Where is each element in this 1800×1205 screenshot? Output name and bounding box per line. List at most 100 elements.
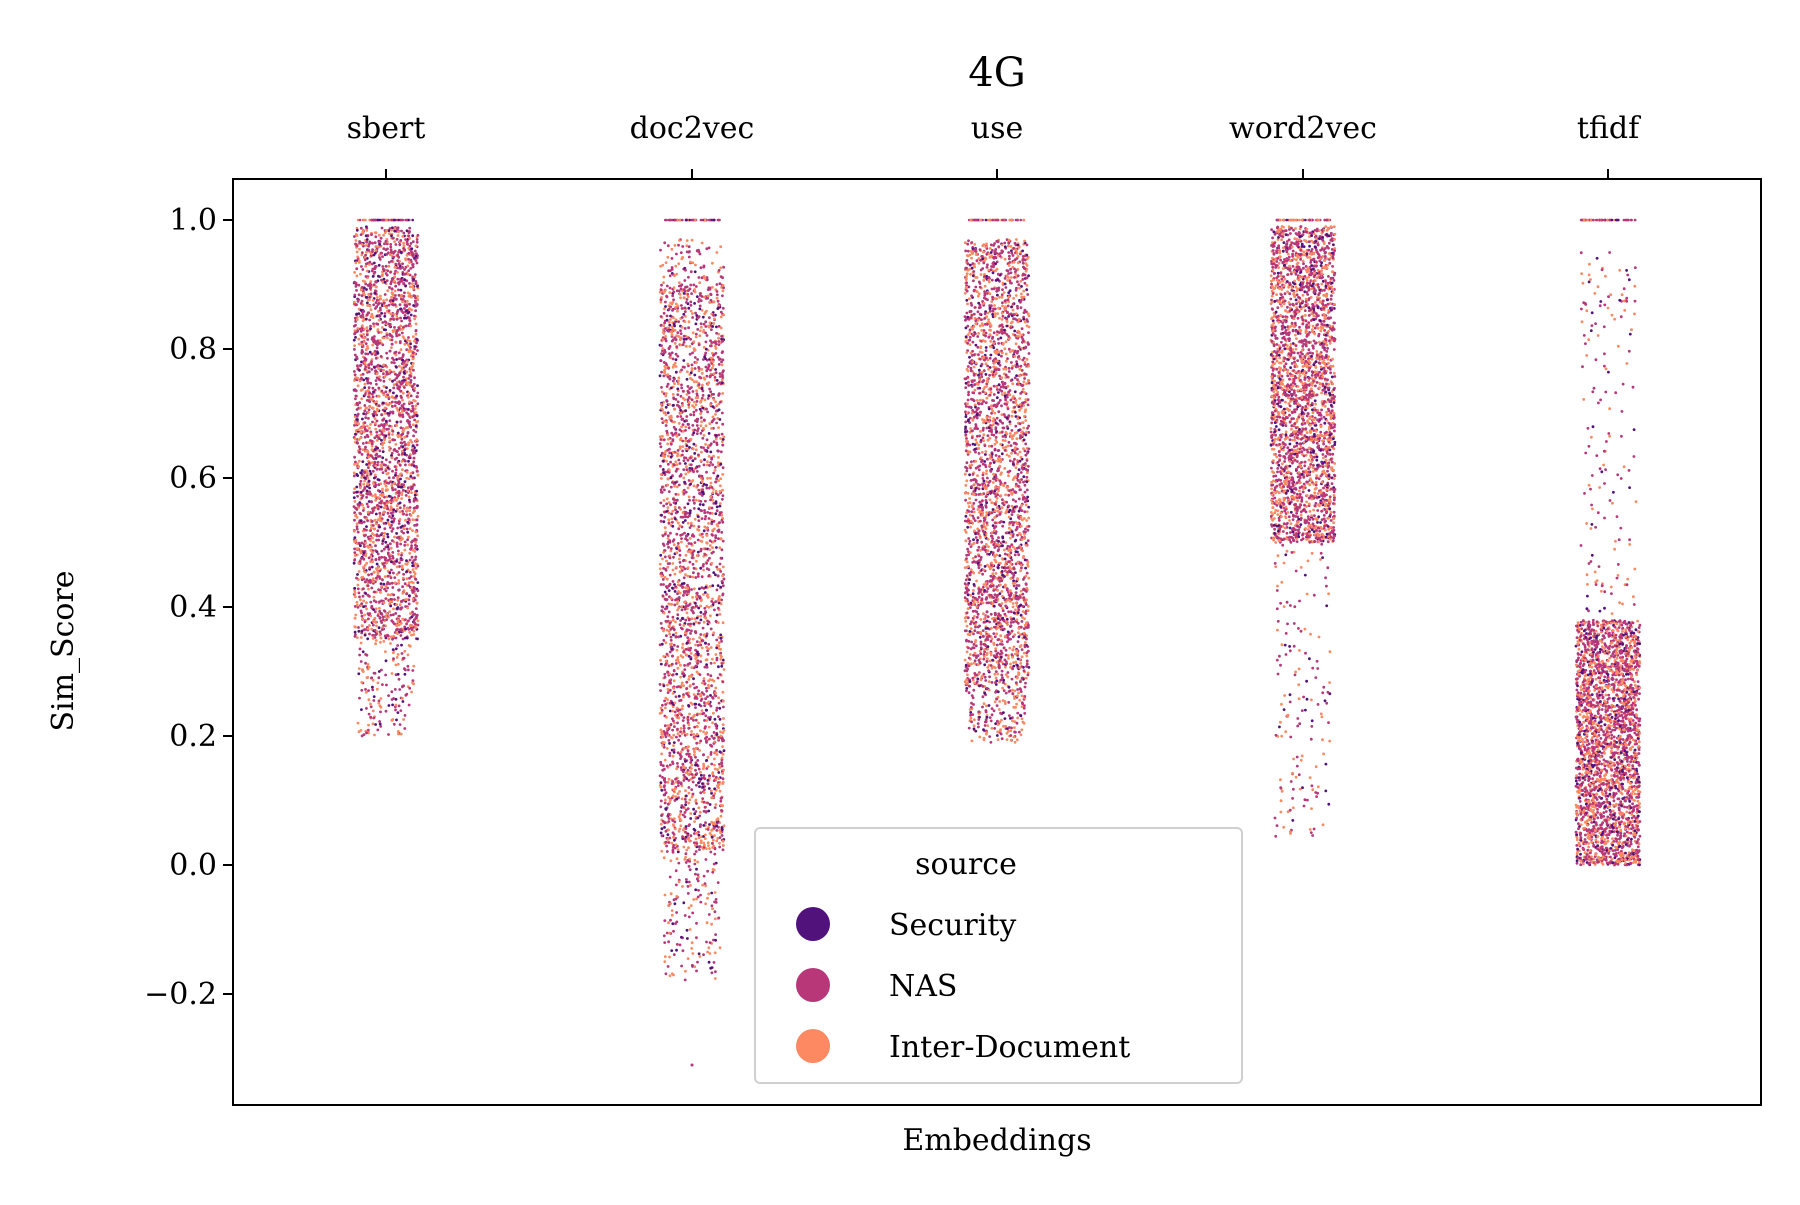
data-point <box>402 527 406 530</box>
data-point <box>391 330 395 334</box>
data-point <box>405 577 409 581</box>
data-point <box>354 432 357 436</box>
data-point <box>395 532 398 535</box>
data-point <box>701 503 705 507</box>
data-point <box>676 387 680 391</box>
data-point <box>364 244 368 247</box>
data-point <box>668 754 672 757</box>
data-point <box>394 443 398 446</box>
data-point <box>374 235 378 239</box>
data-point <box>663 590 667 594</box>
data-point <box>385 618 388 621</box>
data-point <box>398 603 402 607</box>
data-point <box>411 610 414 614</box>
data-point <box>665 510 668 513</box>
data-point <box>676 732 680 736</box>
data-point <box>374 245 378 249</box>
data-point <box>701 797 705 800</box>
data-point <box>393 289 397 293</box>
data-point <box>405 622 408 626</box>
data-point <box>684 429 687 432</box>
data-point <box>697 572 700 576</box>
data-point <box>366 544 369 548</box>
data-point <box>715 505 719 509</box>
data-point <box>404 238 407 241</box>
data-point <box>413 451 417 455</box>
data-point <box>684 618 688 622</box>
data-point <box>401 700 405 703</box>
data-point <box>408 551 412 555</box>
data-point <box>700 420 703 424</box>
data-point <box>382 247 386 251</box>
data-point <box>357 283 361 287</box>
data-point <box>377 263 381 267</box>
data-point <box>664 703 667 706</box>
data-point <box>387 303 391 307</box>
data-point <box>676 542 680 545</box>
data-point <box>371 316 375 319</box>
data-point <box>361 442 365 445</box>
data-point <box>353 635 357 638</box>
data-point <box>693 517 697 521</box>
data-point <box>712 322 716 325</box>
data-point <box>661 703 664 707</box>
data-point <box>392 593 396 597</box>
data-point <box>711 838 715 842</box>
data-point <box>697 703 701 706</box>
data-point <box>364 262 368 266</box>
data-point <box>719 647 723 651</box>
data-point <box>404 284 407 288</box>
data-point <box>355 274 359 278</box>
data-point <box>407 443 411 447</box>
data-point <box>397 535 401 539</box>
data-point <box>715 588 719 592</box>
data-point <box>409 346 412 349</box>
data-point <box>414 541 418 544</box>
data-point <box>367 579 371 583</box>
data-point <box>354 303 357 306</box>
data-point <box>376 681 380 685</box>
data-point <box>390 338 394 342</box>
data-point <box>379 725 383 728</box>
data-point <box>402 504 406 507</box>
data-point <box>676 666 680 670</box>
data-point <box>714 724 718 728</box>
data-point <box>714 465 717 469</box>
data-point <box>671 433 675 437</box>
data-point <box>352 389 356 392</box>
data-point <box>676 382 680 386</box>
data-point <box>399 538 402 542</box>
data-point <box>388 610 392 613</box>
data-point <box>697 525 701 529</box>
data-point <box>413 562 417 565</box>
data-point <box>412 497 416 501</box>
data-point <box>388 389 392 392</box>
data-point <box>356 255 359 259</box>
data-point <box>677 661 681 664</box>
data-point <box>716 567 720 571</box>
data-point <box>355 516 359 519</box>
data-point <box>385 252 389 256</box>
data-point <box>714 409 718 413</box>
data-point <box>675 672 679 676</box>
data-point <box>399 606 403 610</box>
data-point <box>398 341 402 345</box>
data-point <box>674 843 678 847</box>
data-point <box>704 732 708 736</box>
data-point <box>374 495 377 498</box>
data-point <box>701 315 705 319</box>
data-point <box>411 357 415 361</box>
data-point <box>677 712 681 715</box>
data-point <box>681 439 685 443</box>
data-point <box>661 485 664 489</box>
data-point <box>702 693 706 696</box>
data-point <box>670 419 673 422</box>
data-point <box>410 295 413 299</box>
data-point <box>702 774 706 777</box>
data-point <box>707 809 711 813</box>
data-point <box>405 218 409 222</box>
data-point <box>364 253 367 257</box>
data-point <box>668 291 672 294</box>
data-point <box>665 559 668 563</box>
data-point <box>401 445 405 449</box>
